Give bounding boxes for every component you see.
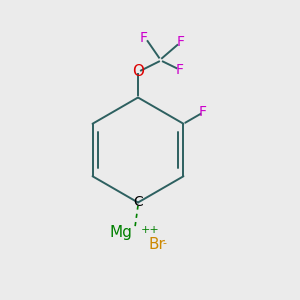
Text: Mg: Mg bbox=[109, 225, 132, 240]
Text: -: - bbox=[163, 238, 167, 248]
Text: F: F bbox=[199, 106, 207, 119]
Text: F: F bbox=[177, 35, 185, 49]
Text: C: C bbox=[133, 196, 143, 209]
Text: ++: ++ bbox=[141, 225, 160, 235]
Text: F: F bbox=[140, 31, 148, 44]
Text: O: O bbox=[132, 64, 144, 80]
Text: Br: Br bbox=[148, 237, 165, 252]
Text: F: F bbox=[176, 64, 184, 77]
